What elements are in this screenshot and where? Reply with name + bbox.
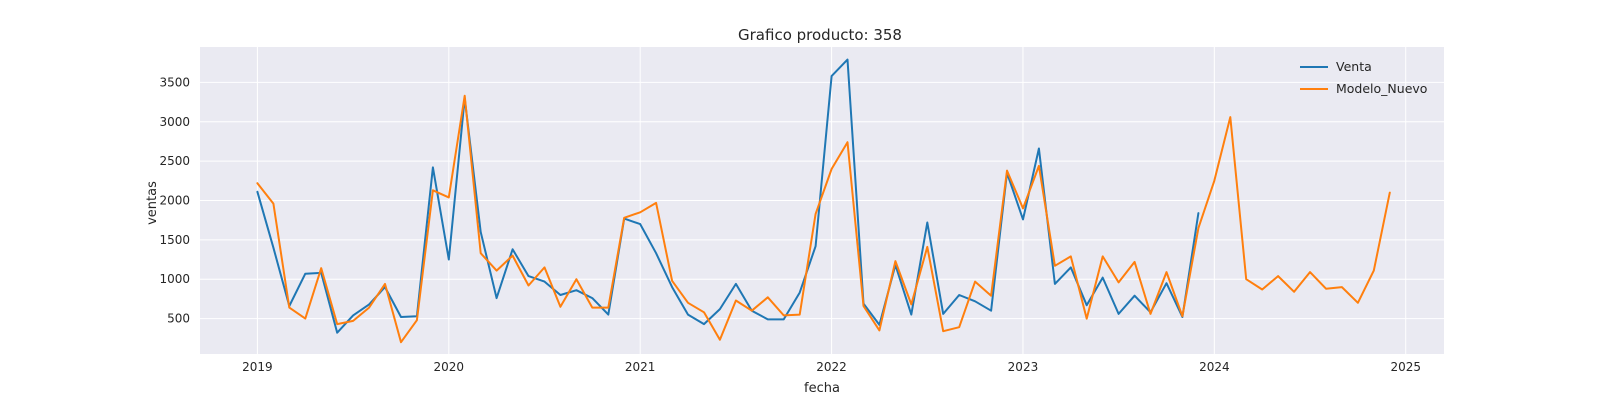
y-tick-label: 3500 — [159, 75, 190, 89]
y-tick-label: 3000 — [159, 115, 190, 129]
series-line-venta — [256, 58, 1200, 334]
chart-title: Grafico producto: 358 — [738, 26, 902, 44]
x-tick-label: 2024 — [1199, 360, 1230, 374]
x-tick-label: 2023 — [1008, 360, 1039, 374]
grid-lines — [200, 47, 1444, 354]
y-tick-label: 1000 — [159, 272, 190, 286]
legend-label-modelo-nuevo: Modelo_Nuevo — [1336, 81, 1427, 96]
x-tick-label: 2021 — [625, 360, 656, 374]
legend: Venta Modelo_Nuevo — [1300, 59, 1427, 96]
y-tick-label: 2000 — [159, 194, 190, 208]
x-tick-label: 2022 — [816, 360, 847, 374]
x-axis-label: fecha — [804, 381, 840, 396]
y-tick-label: 2500 — [159, 154, 190, 168]
y-axis-label: ventas — [145, 181, 160, 225]
y-tick-label: 500 — [167, 312, 190, 326]
x-tick-label: 2019 — [242, 360, 273, 374]
x-tick-label: 2020 — [434, 360, 465, 374]
y-axis-ticks: 500 1000 1500 2000 2500 3000 3500 — [159, 75, 190, 325]
series-lines — [256, 58, 1391, 344]
x-tick-label: 2025 — [1390, 360, 1421, 374]
x-axis-ticks: 2019 2020 2021 2022 2023 2024 2025 — [242, 360, 1421, 374]
legend-label-venta: Venta — [1336, 59, 1372, 74]
y-tick-label: 1500 — [159, 233, 190, 247]
series-line-modelo-nuevo — [256, 94, 1391, 344]
